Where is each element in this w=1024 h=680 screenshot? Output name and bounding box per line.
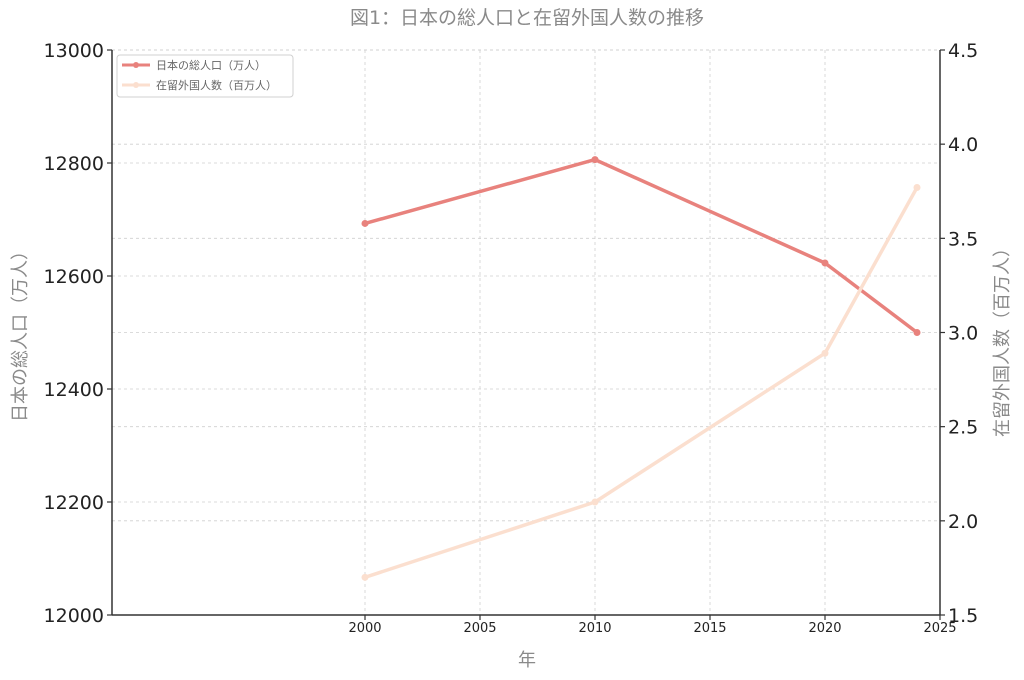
series-point-1 <box>361 573 369 581</box>
series-point-0 <box>913 329 921 336</box>
series-line-1 <box>363 185 919 580</box>
right-tick-label: 4.5 <box>948 40 978 62</box>
series-layer <box>361 156 921 581</box>
right-tick-label: 3.5 <box>948 228 978 250</box>
series-point-1 <box>821 349 829 357</box>
left-ticks: 12000 12200 12400 12600 12800 13000 <box>44 40 112 627</box>
left-tick-label: 13000 <box>44 40 104 62</box>
x-tick-label: 2025 <box>923 621 956 636</box>
left-tick-label: 12600 <box>44 266 104 288</box>
x-tick-label: 2005 <box>463 621 496 636</box>
series-point-1 <box>591 498 599 506</box>
right-ticks: 1.5 2.0 2.5 3.0 3.5 4.0 4.5 <box>940 40 978 627</box>
series-point-0 <box>591 156 599 164</box>
series-point-0 <box>361 219 369 227</box>
legend-marker-foreign <box>133 82 139 88</box>
right-tick-label: 2.0 <box>948 511 978 533</box>
series-line-0 <box>363 157 919 335</box>
legend-label-foreign: 在留外国人数（百万人） <box>156 79 277 92</box>
grid <box>112 49 941 616</box>
left-tick-label: 12000 <box>44 605 104 627</box>
legend-label-population: 日本の総人口（万人） <box>156 58 266 72</box>
legend: 日本の総人口（万人） 在留外国人数（百万人） <box>116 54 294 98</box>
right-tick-label: 3.0 <box>948 323 978 345</box>
left-axis-label: 日本の総人口（万人） <box>10 242 31 422</box>
left-tick-label: 12400 <box>44 379 104 401</box>
legend-marker-population <box>133 62 139 68</box>
x-tick-label: 2000 <box>348 621 381 636</box>
right-axis-label: 在留外国人数（百万人） <box>992 239 1013 437</box>
x-ticks: 2000 2005 2010 2015 2020 2025 <box>348 615 957 636</box>
x-tick-label: 2015 <box>693 621 726 636</box>
right-tick-label: 2.5 <box>948 417 978 439</box>
chart-title: 図1：日本の総人口と在留外国人数の推移 <box>350 7 704 29</box>
x-tick-label: 2020 <box>808 621 841 636</box>
series-point-0 <box>821 259 829 267</box>
right-tick-label: 1.5 <box>948 605 978 627</box>
left-tick-label: 12200 <box>44 492 104 514</box>
legend-box <box>116 54 294 98</box>
right-tick-label: 4.0 <box>948 134 978 156</box>
left-tick-label: 12800 <box>44 153 104 175</box>
x-axis-label: 年 <box>518 650 536 671</box>
x-tick-label: 2010 <box>578 621 611 636</box>
series-point-1 <box>913 183 921 191</box>
